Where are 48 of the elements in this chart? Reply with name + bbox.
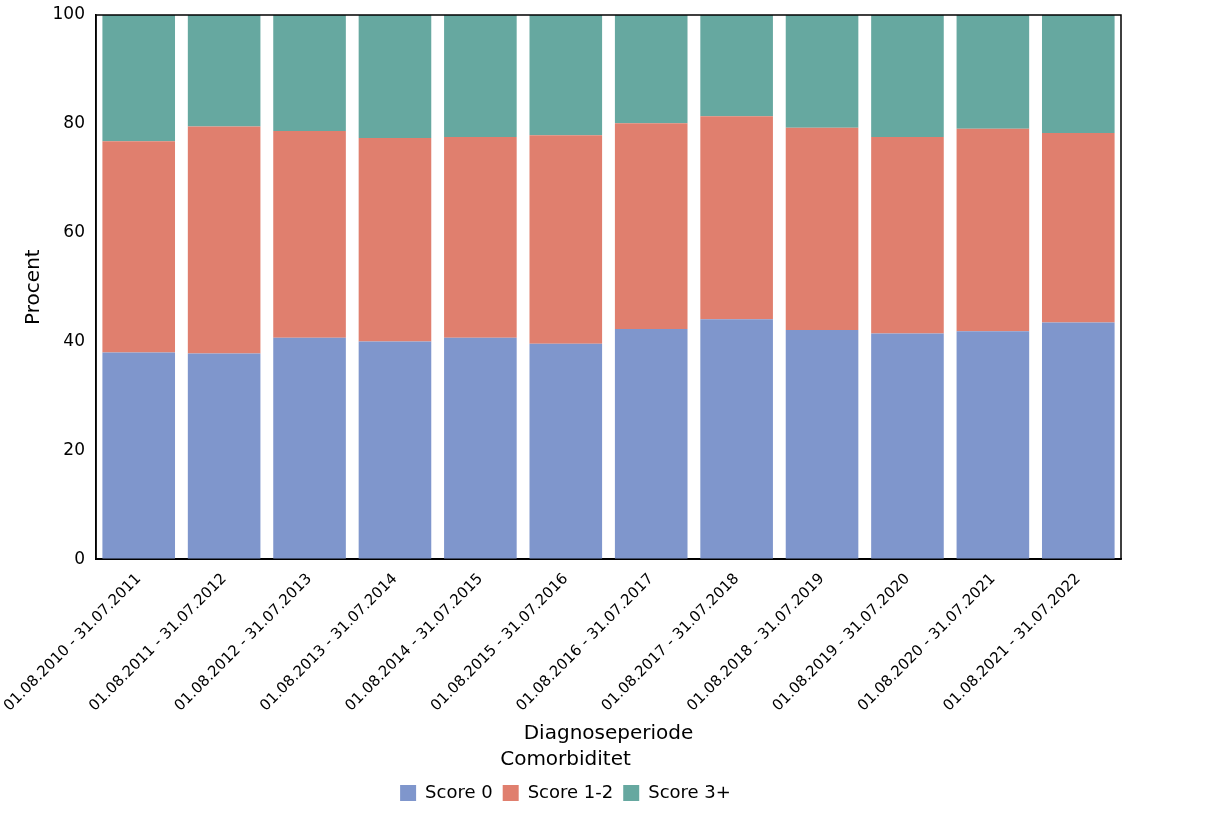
y-axis-title: Procent [19, 249, 44, 325]
legend-title: Comorbiditet [500, 746, 631, 771]
bar [273, 337, 346, 560]
bar [614, 329, 688, 560]
y-tick-label: 60 [63, 221, 86, 242]
x-axis-title: Diagnoseperiode [523, 720, 694, 745]
bar [700, 15, 773, 117]
bar [614, 15, 688, 124]
y-tick-label: 80 [63, 112, 86, 133]
bar [529, 15, 603, 136]
bar [785, 127, 859, 331]
bar [1041, 15, 1115, 134]
bar [871, 136, 944, 334]
bar [614, 123, 688, 330]
bar [187, 353, 261, 560]
bar [102, 15, 176, 142]
bar [956, 15, 1030, 129]
bar [1041, 322, 1115, 560]
legend-label: Score 1-2 [527, 780, 614, 802]
bar [358, 15, 432, 138]
y-tick-label: 100 [52, 3, 86, 24]
bar [102, 141, 176, 353]
y-tick-label: 40 [63, 329, 86, 350]
bar [956, 128, 1030, 332]
bar [871, 15, 944, 137]
bar [444, 337, 517, 560]
bar [871, 333, 944, 560]
bar [785, 330, 859, 560]
bar [956, 331, 1030, 560]
bar [273, 15, 346, 131]
y-tick-label: 0 [74, 547, 86, 568]
bar [529, 343, 603, 560]
bar [700, 116, 773, 320]
bar [273, 130, 346, 338]
y-tick-label: 20 [63, 438, 86, 459]
bar [444, 15, 517, 137]
bar [358, 138, 432, 342]
bar [358, 341, 432, 560]
bar [444, 136, 517, 338]
legend-label: Score 3+ [648, 780, 731, 802]
bar [700, 319, 773, 560]
bar [785, 15, 859, 128]
bar [187, 126, 261, 354]
legend-label: Score 0 [425, 780, 493, 802]
bar [529, 135, 603, 344]
bar [1041, 133, 1115, 323]
bar [187, 15, 261, 127]
bar [102, 352, 176, 560]
